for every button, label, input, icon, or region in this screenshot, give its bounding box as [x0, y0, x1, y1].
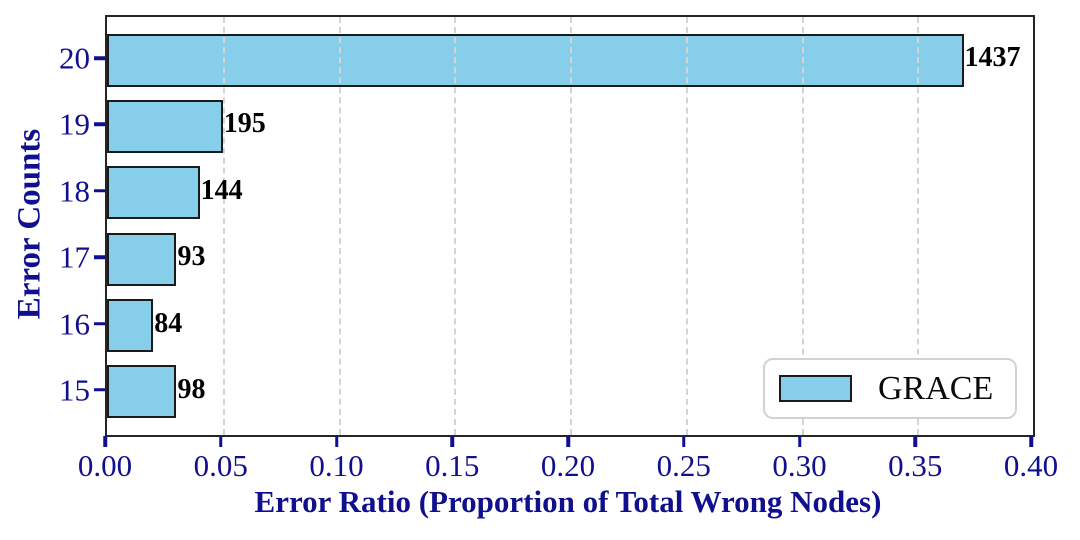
x-tick-label: 0.10 — [309, 448, 364, 483]
y-axis-tick — [94, 255, 105, 259]
bar-15 — [107, 365, 177, 419]
x-tick-label: 0.40 — [1003, 448, 1059, 483]
x-tick-label: 0.20 — [540, 448, 596, 483]
y-axis-tick — [94, 56, 105, 60]
bar-value-label: 93 — [177, 241, 206, 273]
gridline — [917, 17, 920, 435]
x-axis-tick — [682, 436, 686, 447]
bar-19 — [107, 99, 223, 153]
legend-swatch-grace — [779, 375, 852, 402]
gridline — [685, 17, 688, 435]
x-tick-label: 0.15 — [425, 448, 480, 483]
y-axis-tick — [94, 189, 105, 193]
bar-value-label: 98 — [177, 373, 206, 405]
gridline — [570, 17, 572, 435]
y-tick-label: 20 — [59, 40, 90, 76]
plot-area — [105, 15, 1035, 437]
gridline — [338, 17, 341, 435]
x-tick-label: 0.25 — [656, 448, 711, 483]
y-tick-label: 15 — [59, 372, 90, 408]
bar-value-label: 144 — [200, 174, 243, 206]
x-axis-tick — [797, 436, 802, 447]
y-tick-label: 18 — [59, 173, 90, 209]
bar-value-label: 1437 — [964, 42, 1021, 74]
bar-17 — [107, 232, 177, 286]
x-tick-label: 0.05 — [193, 448, 248, 483]
x-axis-label: Error Ratio (Proportion of Total Wrong N… — [254, 484, 882, 519]
bar-value-label: 84 — [154, 307, 183, 339]
x-axis-tick — [1029, 436, 1033, 447]
legend-label: GRACE — [878, 369, 994, 407]
gridline — [801, 17, 804, 435]
bar-16 — [107, 298, 154, 353]
x-axis-tick — [219, 436, 223, 447]
y-axis-tick — [94, 388, 105, 392]
x-tick-label: 0.00 — [77, 448, 133, 483]
y-tick-label: 16 — [59, 306, 90, 342]
y-tick-label: 19 — [59, 106, 90, 142]
y-axis-label: Error Counts — [11, 128, 48, 320]
legend: GRACE — [763, 358, 1017, 419]
bar-value-label: 195 — [223, 108, 266, 140]
x-axis-tick — [566, 436, 570, 447]
y-axis-tick — [94, 321, 105, 326]
x-axis-tick — [913, 436, 917, 447]
x-axis-tick — [334, 436, 339, 447]
x-axis-tick — [450, 436, 454, 447]
x-axis-tick — [103, 436, 107, 447]
y-tick-label: 17 — [59, 239, 90, 275]
bar-18 — [107, 166, 200, 220]
gridline — [454, 17, 457, 435]
x-tick-label: 0.30 — [772, 448, 827, 483]
bar-20 — [107, 33, 964, 87]
gridline — [222, 17, 225, 435]
x-tick-label: 0.35 — [888, 448, 943, 483]
y-axis-tick — [94, 122, 105, 127]
